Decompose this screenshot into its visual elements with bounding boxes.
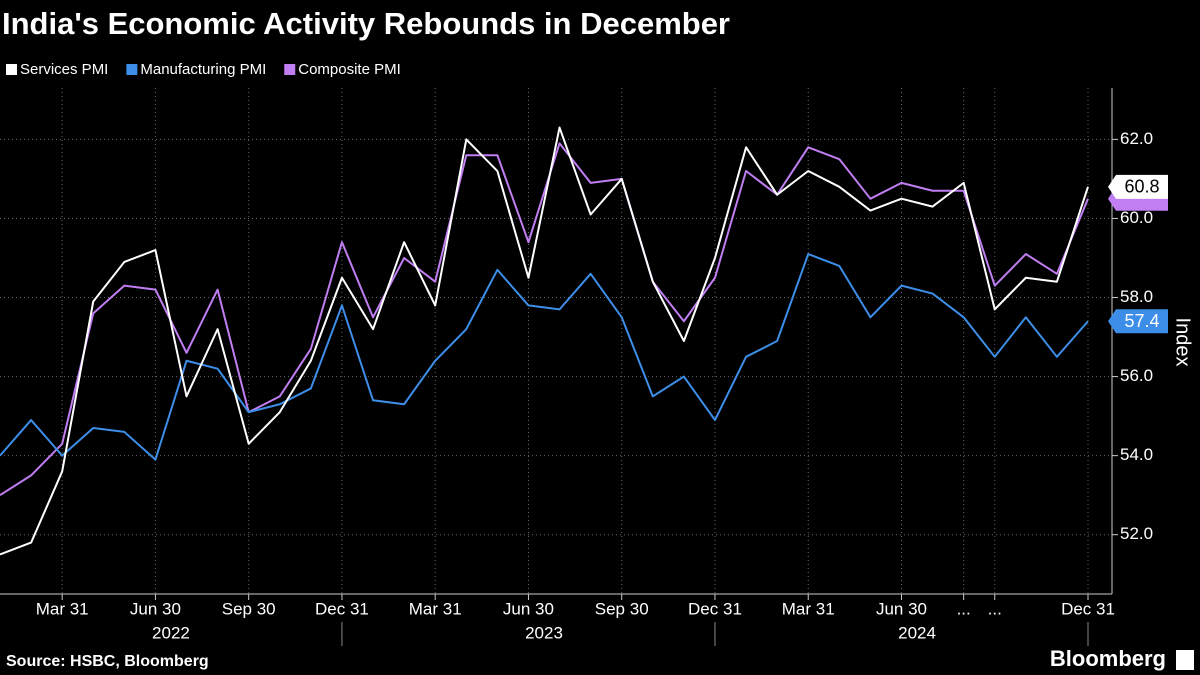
x-tick-label: Dec 31 — [315, 599, 369, 618]
year-label: 2023 — [525, 623, 563, 642]
year-label: 2024 — [898, 623, 936, 642]
y-tick-label: 60.0 — [1120, 208, 1153, 227]
brand-icon — [1176, 650, 1194, 670]
end-flag — [1108, 174, 1168, 199]
end-value-label: 60.8 — [1124, 177, 1159, 197]
legend-label: Services PMI — [20, 61, 108, 78]
y-tick-label: 58.0 — [1120, 287, 1153, 306]
y-tick-label: 52.0 — [1120, 524, 1153, 543]
legend-label: Composite PMI — [298, 61, 401, 78]
end-flag — [1108, 309, 1168, 334]
year-label: 2022 — [152, 623, 190, 642]
series-line — [0, 253, 1089, 461]
x-tick-label: ... — [957, 599, 971, 618]
x-tick-label: Sep 30 — [595, 599, 649, 618]
x-tick-label: Jun 30 — [503, 599, 554, 618]
y-tick-label: 54.0 — [1120, 445, 1153, 464]
y-axis-label: Index — [1172, 318, 1194, 367]
legend-swatch — [6, 64, 17, 75]
x-tick-label: Dec 31 — [1061, 599, 1115, 618]
x-tick-label: Jun 30 — [130, 599, 181, 618]
legend-label: Manufacturing PMI — [140, 61, 266, 78]
legend-swatch — [126, 64, 138, 75]
legend: Services PMI Manufacturing PMI Composite P… — [6, 61, 401, 78]
legend-swatch — [284, 64, 296, 75]
series-line — [0, 142, 1089, 497]
x-tick-label: Mar 31 — [782, 599, 835, 618]
x-tick-label: Mar 31 — [409, 599, 462, 618]
x-tick-label: ... — [988, 599, 1002, 618]
x-tick-label: Jun 30 — [876, 599, 927, 618]
series-line — [0, 126, 1089, 556]
brand: Bloomberg — [1050, 646, 1166, 671]
chart-title: India's Economic Activity Rebounds in De… — [2, 6, 730, 41]
y-tick-label: 56.0 — [1120, 366, 1153, 385]
x-tick-label: Mar 31 — [36, 599, 89, 618]
x-tick-label: Sep 30 — [222, 599, 276, 618]
x-tick-label: Dec 31 — [688, 599, 742, 618]
end-value-label: 57.4 — [1124, 311, 1159, 331]
y-tick-label: 62.0 — [1120, 129, 1153, 148]
source: Source: HSBC, Bloomberg — [6, 653, 209, 670]
